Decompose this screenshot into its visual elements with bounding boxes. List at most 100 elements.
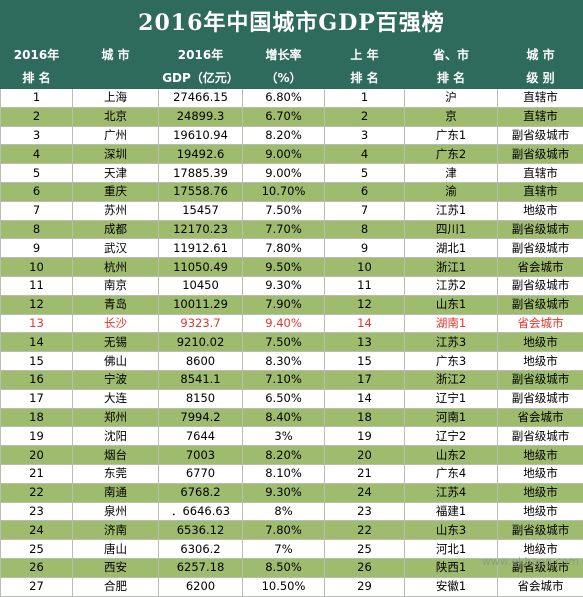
gdp-ranking-table-page: 2016年中国城市GDP百强榜 2016年 城 市 2016年 增长率 上 年 … bbox=[0, 0, 583, 570]
table-cell: 3% bbox=[243, 427, 325, 446]
table-cell: 16 bbox=[1, 370, 73, 389]
table-cell: 沈阳 bbox=[73, 427, 159, 446]
table-cell: 省会城市 bbox=[498, 258, 583, 277]
table-cell: 6.80% bbox=[243, 89, 325, 108]
table-cell: 6200 bbox=[159, 577, 243, 596]
header-cell: （%） bbox=[243, 66, 325, 89]
table-cell: 17 bbox=[1, 389, 73, 408]
table-cell: 10 bbox=[325, 258, 405, 277]
table-cell: 24 bbox=[1, 521, 73, 540]
table-cell: 19492.6 bbox=[159, 145, 243, 164]
table-cell: 合肥 bbox=[73, 577, 159, 596]
table-cell: 地级市 bbox=[498, 464, 583, 483]
table-cell: 8.30% bbox=[243, 352, 325, 371]
table-cell: 副省级城市 bbox=[498, 126, 583, 145]
table-cell: 11 bbox=[1, 276, 73, 295]
table-cell: 26 bbox=[1, 558, 73, 577]
table-cell: 6306.2 bbox=[159, 540, 243, 559]
table-cell: 长沙 bbox=[73, 314, 159, 333]
table-cell: 1 bbox=[1, 89, 73, 108]
table-cell: 浙江2 bbox=[405, 370, 498, 389]
table-cell: 副省级城市 bbox=[498, 276, 583, 295]
header-cell: 上 年 bbox=[325, 43, 405, 66]
table-cell: 6768.2 bbox=[159, 483, 243, 502]
header-row-2: 排 名 GDP（亿元） （%） 排 名 排 名 级 别 bbox=[1, 66, 583, 89]
table-cell: 江苏3 bbox=[405, 333, 498, 352]
table-cell: 广州 bbox=[73, 126, 159, 145]
table-cell: 深圳 bbox=[73, 145, 159, 164]
table-cell: 8.20% bbox=[243, 446, 325, 465]
table-cell: 7.80% bbox=[243, 521, 325, 540]
table-cell: 15 bbox=[325, 352, 405, 371]
table-cell: 21 bbox=[1, 464, 73, 483]
table-cell: 6257.18 bbox=[159, 558, 243, 577]
table-cell: 福建1 bbox=[405, 502, 498, 521]
table-cell: 山东2 bbox=[405, 446, 498, 465]
header-cell: 2016年 bbox=[159, 43, 243, 66]
table-cell: 7.90% bbox=[243, 295, 325, 314]
table-cell: 副省级城市 bbox=[498, 295, 583, 314]
table-cell: 济南 bbox=[73, 521, 159, 540]
table-cell: 8.20% bbox=[243, 126, 325, 145]
header-cell: 2016年 bbox=[1, 43, 73, 66]
header-cell: 城 市 bbox=[73, 43, 159, 66]
table-cell: 津 bbox=[405, 164, 498, 183]
table-cell: 北京 bbox=[73, 107, 159, 126]
table-cell: 杭州 bbox=[73, 258, 159, 277]
table-cell: 8.50% bbox=[243, 558, 325, 577]
table-cell: 成都 bbox=[73, 220, 159, 239]
header-cell: GDP（亿元） bbox=[159, 66, 243, 89]
table-cell: 11050.49 bbox=[159, 258, 243, 277]
table-cell: 6770 bbox=[159, 464, 243, 483]
table-cell: 湖南1 bbox=[405, 314, 498, 333]
table-cell: 9.50% bbox=[243, 258, 325, 277]
table-cell: 3 bbox=[1, 126, 73, 145]
table-cell: 武汉 bbox=[73, 239, 159, 258]
table-cell: 18 bbox=[325, 408, 405, 427]
table-cell: 14 bbox=[325, 389, 405, 408]
table-cell: 6536.12 bbox=[159, 521, 243, 540]
table-cell: 佛山 bbox=[73, 352, 159, 371]
page-title: 2016年中国城市GDP百强榜 bbox=[0, 0, 583, 42]
table-cell: 地级市 bbox=[498, 483, 583, 502]
table-cell: 8600 bbox=[159, 352, 243, 371]
table-cell: 西安 bbox=[73, 558, 159, 577]
table-cell: 24899.3 bbox=[159, 107, 243, 126]
table-cell: 27466.15 bbox=[159, 89, 243, 108]
table-cell: 副省级城市 bbox=[498, 145, 583, 164]
table-cell: 8541.1 bbox=[159, 370, 243, 389]
table-cell: 浙江1 bbox=[405, 258, 498, 277]
table-cell: 江苏1 bbox=[405, 201, 498, 220]
header-cell: 增长率 bbox=[243, 43, 325, 66]
header-cell: 排 名 bbox=[1, 66, 73, 89]
table-cell: 19 bbox=[325, 427, 405, 446]
table-cell: 7.80% bbox=[243, 239, 325, 258]
table-cell: 14 bbox=[325, 314, 405, 333]
table-cell: 9 bbox=[1, 239, 73, 258]
table-cell: 7% bbox=[243, 540, 325, 559]
table-cell: 12170.23 bbox=[159, 220, 243, 239]
table-cell: 辽宁2 bbox=[405, 427, 498, 446]
table-cell: 11 bbox=[325, 276, 405, 295]
table-cell: 3 bbox=[325, 126, 405, 145]
table-cell: 辽宁1 bbox=[405, 389, 498, 408]
table-cell: 27 bbox=[1, 577, 73, 596]
table-cell: 12 bbox=[1, 295, 73, 314]
table-cell: 南通 bbox=[73, 483, 159, 502]
table-cell: 湖北1 bbox=[405, 239, 498, 258]
table-cell: 江苏2 bbox=[405, 276, 498, 295]
table-cell: 8150 bbox=[159, 389, 243, 408]
table-cell: 地级市 bbox=[498, 502, 583, 521]
table-cell: 15 bbox=[1, 352, 73, 371]
